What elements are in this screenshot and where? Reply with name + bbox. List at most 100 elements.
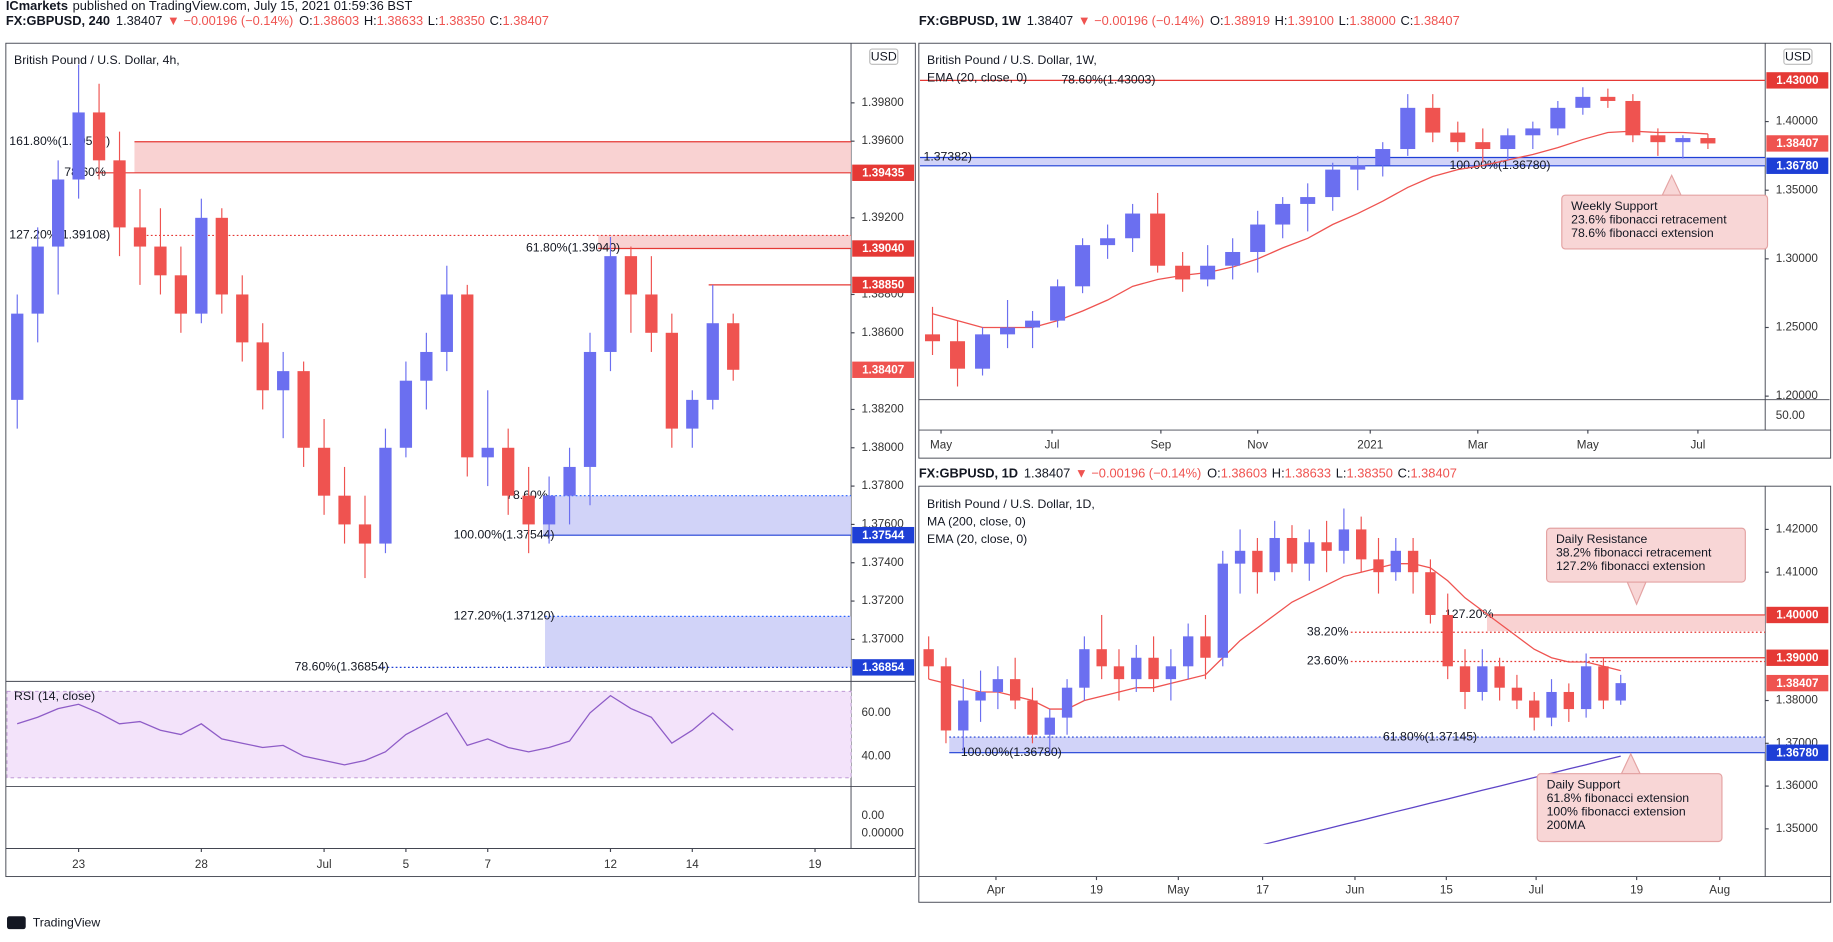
x-tick-label: 12: [604, 858, 617, 871]
callout-text: 200MA: [1547, 818, 1587, 832]
price-tag-label: 1.38850: [862, 279, 905, 292]
candle-body: [297, 371, 310, 448]
candle-body: [542, 495, 556, 525]
chart-panel: FX:GBPUSD, 1D 1.38407 ▼ −0.00196 (−0.14%) O…: [918, 466, 1832, 903]
candle-body: [11, 313, 24, 400]
candle-body: [1615, 683, 1626, 701]
fib-zone: [134, 141, 852, 173]
candle-body: [399, 380, 413, 448]
candle-body: [686, 399, 699, 429]
candle-body: [522, 495, 535, 525]
price-tag: [852, 526, 915, 544]
candle-body: [1009, 679, 1021, 701]
candle-body: [624, 256, 638, 295]
footer: TradingView: [7, 916, 100, 930]
candle-body: [1200, 265, 1216, 280]
plot-area: 78.60%(1.43003) 1.37382) 100.00%(1.36780): [920, 73, 1766, 387]
y-tick-label: 1.39600: [862, 134, 905, 147]
candle-body: [1321, 542, 1332, 551]
candle-body: [92, 112, 106, 161]
callout-text: Daily Support: [1547, 778, 1621, 792]
candle-body: [1125, 213, 1141, 239]
x-tick-label: 7: [484, 858, 491, 871]
ohlc-value: 1.38603: [313, 14, 359, 29]
currency-label: USD: [871, 50, 897, 64]
price-tag-label: 1.38407: [1776, 137, 1818, 150]
callout-text: Weekly Support: [1571, 199, 1658, 213]
candle-body: [1234, 550, 1246, 564]
candle-body: [461, 294, 474, 458]
ohlc-key: H:: [1272, 466, 1285, 481]
candle-body: [1217, 563, 1228, 658]
symbol-header: FX:GBPUSD, 1D 1.38407 ▼ −0.00196 (−0.14%) O…: [919, 466, 1457, 481]
y-tick-label: 1.38600: [862, 326, 905, 339]
x-tick-label: 23: [72, 858, 85, 871]
candle-body: [1096, 649, 1107, 667]
candle-body: [975, 691, 986, 701]
ohlc-key: C:: [490, 14, 503, 29]
fib-label: 100.00%(1.36780): [1450, 158, 1551, 172]
candle-body: [1529, 700, 1540, 718]
candle-body: [1511, 687, 1523, 701]
candle-body: [72, 112, 85, 180]
rsi-line: [16, 694, 734, 766]
candle-body: [1304, 542, 1315, 564]
price-tag-label: 1.36854: [862, 661, 905, 674]
y-tick-label: 1.30000: [1776, 252, 1819, 265]
price-tag: [852, 659, 915, 676]
price-tag: [1766, 744, 1829, 761]
y-tick-label: 1.35000: [1776, 822, 1819, 835]
candle-body: [1350, 165, 1366, 170]
callout-text: Daily Resistance: [1556, 532, 1648, 546]
fib-label: 127.20%(1.37120): [454, 609, 555, 623]
candle-body: [481, 447, 494, 458]
x-tick-label: Jul: [1690, 438, 1705, 451]
candle-body: [1100, 238, 1116, 246]
x-tick-label: Jul: [1529, 884, 1544, 897]
callout-text: 100% fibonacci extension: [1547, 805, 1686, 819]
fib-label: 161.80%(1.39597): [9, 134, 110, 148]
x-tick-label: 15: [1440, 884, 1453, 897]
candle-body: [1325, 169, 1341, 198]
candle-body: [1286, 537, 1298, 564]
candle-body: [1475, 142, 1491, 150]
y-tick-label: 1.38000: [1776, 694, 1819, 707]
price-tag: [852, 276, 915, 294]
ohlc-value: 1.38919: [1224, 14, 1270, 29]
chart-title: British Pound / U.S. Dollar, 4h,: [14, 53, 180, 67]
candle-body: [1459, 666, 1471, 692]
price-tag-label: 1.38407: [1776, 677, 1818, 690]
y-tick-label: 1.25000: [1776, 321, 1819, 334]
panel-border: [5, 42, 916, 878]
candle-body: [925, 334, 941, 342]
x-tick-label: 19: [809, 858, 822, 871]
logo: [7, 916, 26, 930]
candle-body: [1200, 636, 1211, 658]
y-tick-label: 1.40000: [1776, 115, 1819, 128]
fib-label: 78.60%: [506, 488, 548, 502]
panel-border: [918, 42, 1832, 459]
price-tag: [1766, 135, 1829, 152]
candle-body: [1400, 107, 1416, 150]
callout-box: [1561, 194, 1769, 250]
candle-body: [113, 160, 126, 228]
price-tag: [1766, 674, 1829, 692]
candle-body: [277, 371, 290, 391]
y-tick-label: 1.20000: [1776, 389, 1819, 402]
price-tag: [1766, 606, 1829, 624]
y-tick-label: 1.37400: [862, 556, 905, 569]
rsi-tick-label: 60.00: [862, 706, 892, 719]
candle-body: [1563, 691, 1575, 710]
candle-body: [1356, 529, 1367, 560]
x-tick-label: Apr: [987, 884, 1005, 897]
panel-border: [918, 485, 1832, 903]
brand: TradingView: [33, 916, 101, 930]
candle-body: [1044, 717, 1055, 735]
ohlc-value: 1.38407: [1413, 14, 1459, 29]
candle-body: [379, 447, 392, 544]
currency-label: USD: [1785, 50, 1811, 64]
fib-label: 38.20%: [1307, 624, 1349, 638]
ohlc-value: 1.38633: [1285, 466, 1331, 481]
